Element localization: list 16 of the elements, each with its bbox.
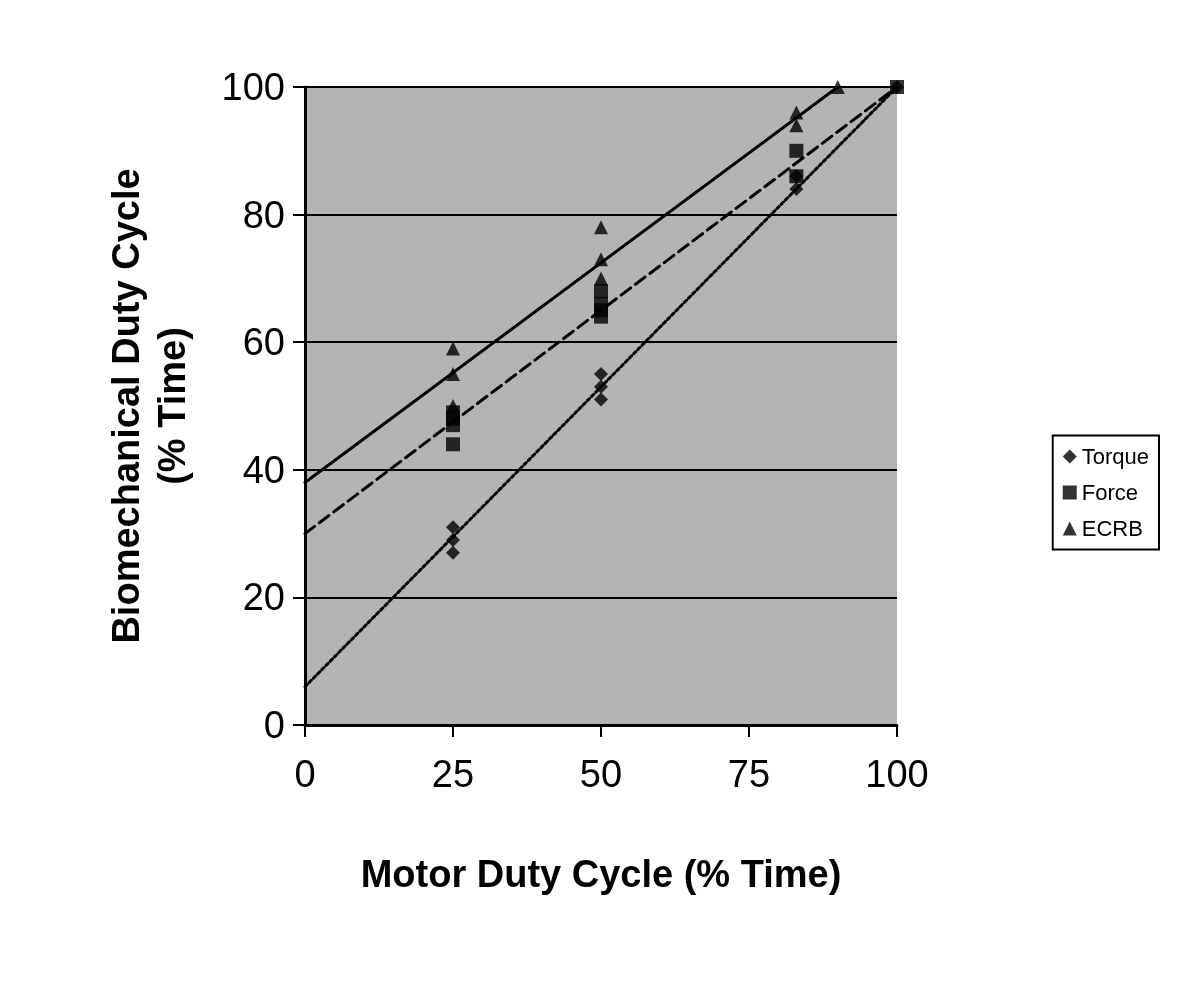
x-axis-title: Motor Duty Cycle (% Time)	[360, 853, 842, 895]
x-tick-label: 75	[727, 753, 771, 795]
y-tick-label: 20	[242, 576, 285, 619]
legend-label: ECRB	[1081, 516, 1143, 541]
legend-label: Force	[1081, 480, 1138, 505]
y-tick-label: 80	[242, 193, 285, 236]
y-tick-label: 100	[221, 66, 285, 108]
legend-label: Torque	[1081, 444, 1150, 469]
x-tick-label: 50	[579, 753, 623, 795]
y-axis-title: Biomechanical Duty Cycle (% Time)	[105, 168, 193, 644]
x-tick-label: 0	[294, 753, 316, 795]
y-tick-label: 60	[242, 321, 285, 364]
x-tick-label: 25	[431, 753, 475, 795]
y-tick-label: 0	[263, 704, 285, 746]
x-tick-label: 100	[865, 753, 929, 795]
y-tick-label: 40	[242, 448, 285, 491]
